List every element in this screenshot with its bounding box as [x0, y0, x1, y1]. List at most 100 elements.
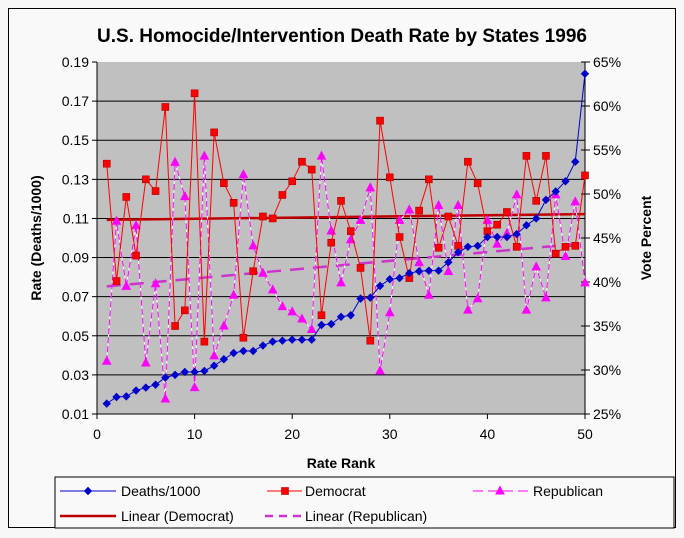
point-republican	[219, 320, 229, 330]
point-republican	[394, 214, 405, 224]
y-tick-label: 0.07	[62, 289, 89, 305]
point-democrat	[444, 212, 453, 221]
y2-tick-label: 40%	[593, 274, 621, 290]
point-democrat	[249, 267, 257, 276]
point-democrat	[307, 165, 316, 174]
point-deaths	[385, 275, 395, 284]
point-democrat	[385, 173, 394, 182]
point-democrat	[220, 179, 228, 188]
point-democrat	[151, 187, 160, 195]
point-deaths	[473, 241, 482, 251]
point-deaths	[405, 268, 414, 278]
point-republican	[180, 191, 190, 201]
point-deaths	[170, 370, 180, 380]
point-deaths	[278, 336, 287, 345]
point-republican	[355, 214, 366, 224]
point-republican	[199, 150, 210, 160]
point-democrat	[132, 251, 140, 260]
y2-tick-label: 60%	[593, 98, 621, 114]
point-republican	[414, 257, 424, 267]
point-republican	[541, 292, 551, 302]
point-republican	[258, 267, 268, 277]
point-democrat	[395, 233, 404, 241]
point-deaths	[395, 273, 404, 283]
series-deaths	[102, 69, 590, 408]
axes	[92, 61, 590, 419]
point-democrat	[102, 159, 111, 168]
point-democrat	[181, 306, 189, 315]
point-deaths	[287, 335, 297, 344]
y-tick-label: 0.01	[62, 406, 89, 422]
point-democrat	[171, 322, 179, 330]
y-axis-label: Rate (Deaths/1000)	[28, 175, 44, 300]
point-democrat	[210, 128, 218, 137]
point-deaths	[463, 242, 473, 252]
point-republican	[375, 365, 385, 375]
x-axis-label: Rate Rank	[307, 455, 376, 471]
point-deaths	[297, 335, 307, 344]
x-tick-label: 20	[284, 426, 300, 442]
point-republican	[189, 382, 200, 392]
point-deaths	[356, 294, 365, 303]
point-deaths	[434, 266, 443, 275]
point-republican	[365, 182, 376, 192]
point-democrat	[317, 311, 326, 320]
y-tick-label: 0.11	[63, 210, 89, 226]
point-republican	[560, 250, 571, 260]
point-republican	[472, 293, 483, 303]
y-tick-label: 0.05	[62, 328, 89, 344]
y-tick-label: 0.19	[62, 54, 89, 70]
y2-tick-label: 55%	[593, 142, 621, 158]
point-deaths	[580, 69, 590, 78]
point-democrat	[434, 243, 443, 252]
point-deaths	[229, 348, 238, 358]
point-republican	[570, 196, 581, 206]
point-republican	[101, 355, 112, 365]
x-axis-ticks: 0 10 20 30 40 50	[93, 426, 593, 442]
point-democrat	[522, 152, 531, 160]
point-republican	[121, 280, 132, 290]
point-deaths	[112, 392, 121, 402]
point-deaths	[483, 232, 492, 242]
point-democrat	[473, 179, 482, 188]
legend-marker-democrat	[281, 487, 289, 495]
x-tick-label: 50	[577, 426, 593, 442]
point-deaths	[424, 266, 434, 275]
point-deaths	[444, 258, 453, 267]
point-deaths	[239, 346, 248, 356]
point-democrat	[268, 214, 277, 223]
point-deaths	[307, 335, 316, 344]
point-democrat	[493, 220, 501, 229]
point-deaths	[209, 361, 219, 370]
point-republican	[228, 289, 239, 299]
point-deaths	[336, 312, 346, 322]
point-republican	[170, 156, 180, 166]
y-axis-ticks: 0.19 0.17 0.15 0.13 0.11 0.09 0.07 0.05 0.03 0.01	[62, 54, 89, 422]
point-deaths	[502, 232, 512, 242]
legend-label-deaths: Deaths/1000	[121, 483, 201, 499]
point-democrat	[278, 191, 287, 199]
point-deaths	[571, 157, 580, 166]
point-democrat	[561, 243, 570, 251]
point-democrat	[229, 199, 238, 207]
y2-axis-ticks: 65% 60% 55% 50% 45% 40% 35% 30% 25%	[593, 54, 621, 422]
point-democrat	[571, 242, 580, 250]
point-deaths	[327, 319, 336, 329]
point-democrat	[376, 116, 384, 125]
point-democrat	[161, 103, 170, 111]
point-democrat	[259, 212, 267, 221]
point-deaths	[151, 380, 160, 389]
y-tick-label: 0.03	[62, 367, 89, 383]
legend-label-republican: Republican	[533, 483, 603, 499]
point-deaths	[102, 399, 111, 408]
y2-tick-label: 65%	[593, 54, 621, 70]
point-democrat	[200, 337, 209, 346]
point-republican	[443, 265, 454, 275]
point-republican	[306, 323, 317, 334]
point-republican	[297, 313, 307, 323]
point-deaths	[268, 337, 277, 346]
point-democrat	[356, 264, 365, 272]
y-tick-label: 0.09	[62, 250, 89, 266]
point-deaths	[248, 346, 258, 356]
point-republican	[492, 238, 502, 248]
